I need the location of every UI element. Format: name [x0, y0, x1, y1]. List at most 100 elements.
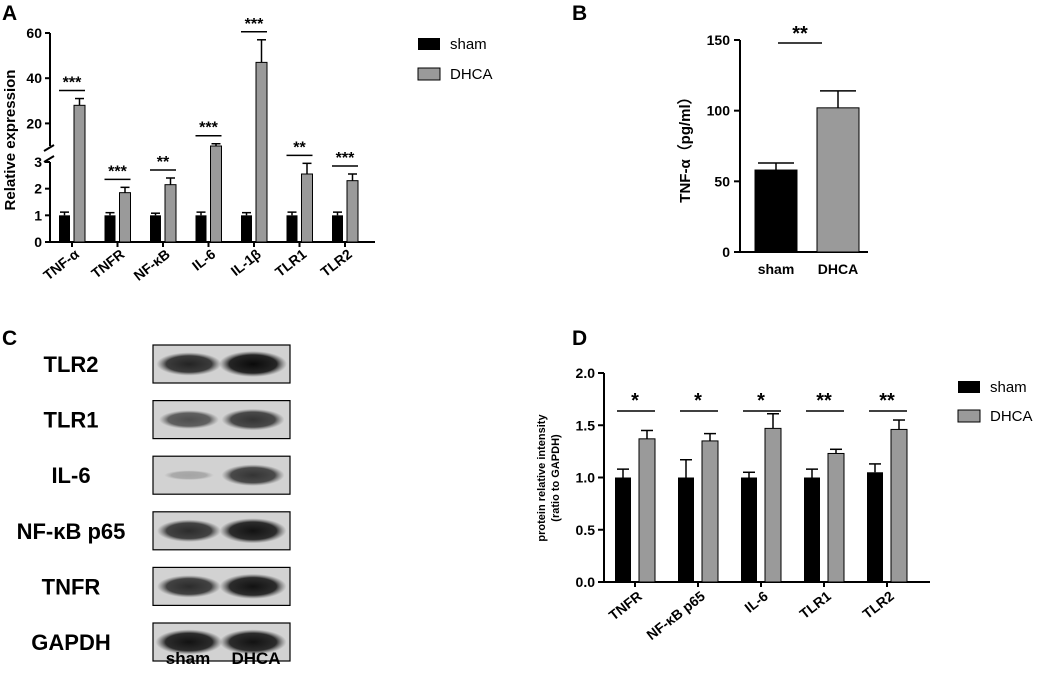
tick-label: 1.0 [576, 470, 596, 486]
bar-dhca [701, 440, 719, 583]
bar-dhca [827, 452, 845, 583]
legend-swatch-sham [418, 38, 440, 50]
bar-sham [286, 215, 298, 242]
chart-d: 0.0 0.5 1.0 1.5 2.0 protein relative intensit… [536, 365, 1033, 643]
legend-swatch-dhca [417, 67, 441, 81]
bar-dhca [816, 107, 860, 253]
bar-dhca [346, 180, 359, 243]
category-label: TNFR [606, 588, 645, 624]
category-label: TNFR [88, 246, 127, 282]
blot-c: TLR2 TLR1 IL-6 NF-κB p65 TNFR GAPDH sham DHCA [17, 344, 291, 668]
band-sham [159, 410, 219, 429]
band-dhca [219, 351, 287, 377]
y-axis-label-line: (ratio to GAPDH) [550, 434, 562, 522]
tick-label: 50 [714, 173, 730, 189]
y-axis-label-b: TNF-α（pg/ml） [676, 89, 694, 202]
legend-swatch-sham [958, 381, 980, 393]
bar-dhca [638, 438, 656, 583]
category-label: DHCA [818, 261, 858, 277]
tick-label: 100 [707, 103, 731, 119]
significance-label: *** [336, 150, 355, 167]
blot-lane-label: sham [166, 649, 210, 668]
legend-label-sham: sham [990, 379, 1027, 396]
category-label: TLR2 [859, 588, 897, 622]
significance-label: * [694, 390, 702, 412]
blot-row-label: TLR1 [44, 408, 99, 433]
category-label: IL-6 [741, 588, 771, 616]
bar-dhca [164, 184, 177, 243]
category-label: IL-6 [189, 246, 219, 274]
bar-sham [59, 215, 70, 242]
tick-label: 0 [722, 244, 730, 260]
bar-dhca [764, 427, 782, 583]
tick-label: 60 [26, 25, 42, 41]
category-label: IL-1β [228, 245, 265, 278]
tick-label: 1 [34, 207, 42, 223]
bar-sham [195, 215, 207, 242]
category-label: sham [758, 261, 795, 277]
bar-dhca [210, 145, 222, 243]
category-label: NF-κB p65 [643, 588, 708, 643]
bar-dhca [301, 173, 313, 243]
tick-label: 2.0 [576, 365, 596, 381]
axis-a-break-mark [43, 144, 55, 152]
panel-letter-a: A [2, 2, 17, 25]
significance-label: *** [63, 75, 82, 92]
bar-sham [867, 472, 883, 582]
tick-label: 40 [26, 70, 42, 86]
bar-dhca [119, 192, 131, 243]
band-dhca [219, 573, 287, 599]
chart-b: 0 50 100 150 TNF-α（pg/ml） sham DHCA ** [676, 23, 868, 277]
band-sham [155, 629, 223, 655]
category-label: TLR1 [272, 246, 310, 280]
bar-sham [741, 477, 757, 582]
bar-sham [804, 477, 820, 582]
panel-letter-b: B [572, 2, 587, 25]
legend-swatch-dhca [957, 409, 981, 423]
blot-row-label: NF-κB p65 [17, 519, 126, 544]
tick-label: 0.0 [576, 574, 596, 590]
significance-label: * [757, 390, 765, 412]
legend-label-sham: sham [450, 36, 487, 53]
significance-label: ** [792, 23, 808, 45]
band-sham [157, 575, 221, 598]
category-label: NF-κB [130, 246, 172, 284]
tick-label: 2 [34, 181, 42, 197]
blot-row-label: TNFR [42, 574, 101, 599]
band-sham [156, 352, 222, 376]
bar-sham [241, 215, 252, 242]
significance-label: ** [816, 390, 832, 412]
tick-label: 0.5 [576, 522, 596, 538]
tick-label: 1.5 [576, 417, 596, 433]
bar-dhca [255, 61, 268, 243]
band-dhca [221, 464, 285, 486]
blot-row-label: TLR2 [44, 352, 99, 377]
tick-label: 0 [34, 234, 42, 250]
bar-dhca [890, 428, 908, 583]
bar-sham [754, 169, 798, 253]
category-label: TLR1 [796, 588, 834, 622]
blot-row-label: IL-6 [51, 463, 90, 488]
category-label: TNF-α [40, 246, 82, 284]
band-sham [157, 519, 221, 542]
y-axis-label-line: protein relative intensity [536, 414, 548, 542]
significance-label: * [631, 390, 639, 412]
tick-label: 20 [26, 115, 42, 131]
significance-label: *** [199, 120, 218, 137]
bar-sham [332, 215, 343, 242]
category-label: TLR2 [317, 246, 355, 280]
blot-lane-label: DHCA [231, 649, 280, 668]
panel-letter-d: D [572, 327, 587, 350]
bar-sham [150, 215, 161, 242]
bar-dhca [73, 104, 86, 243]
bar-sham [678, 477, 694, 582]
panel-letter-c: C [2, 327, 17, 350]
tick-label: 150 [707, 32, 731, 48]
band-sham [164, 470, 214, 481]
significance-label: ** [293, 139, 306, 156]
significance-label: ** [157, 154, 170, 171]
legend-label-dhca: DHCA [990, 408, 1033, 425]
tick-label: 3 [34, 154, 42, 170]
